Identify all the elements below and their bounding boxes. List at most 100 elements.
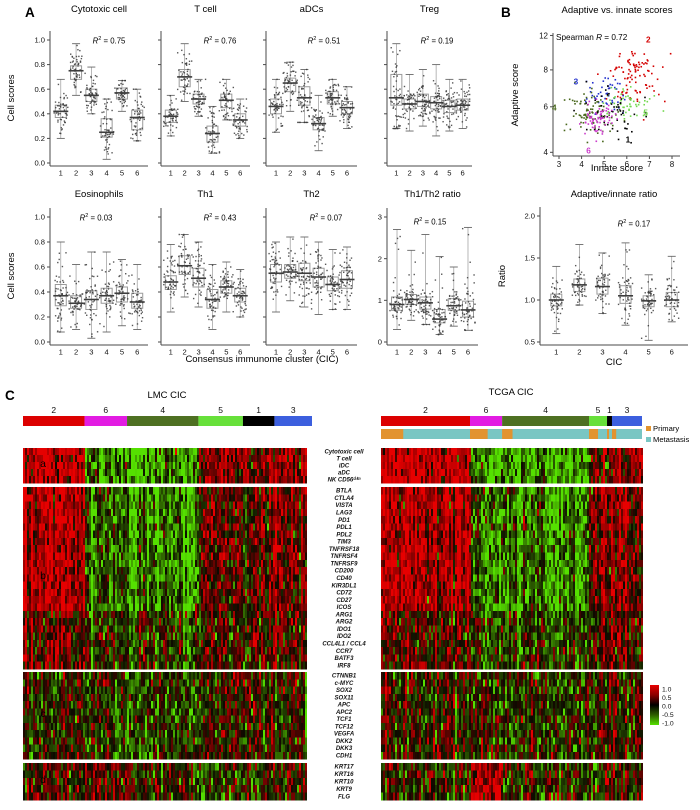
heatmap-cell <box>279 448 281 456</box>
data-point <box>583 274 585 276</box>
data-point <box>604 274 606 276</box>
heatmap-cell <box>51 476 53 484</box>
heatmap-cell <box>65 494 67 502</box>
data-point <box>165 125 167 127</box>
heatmap-cell <box>33 523 35 531</box>
scatter-point <box>590 96 593 99</box>
data-point <box>65 286 67 289</box>
heatmap-cell <box>75 455 77 463</box>
data-point <box>434 92 437 94</box>
x-tick-label: 6 <box>670 348 674 357</box>
heatmap-cell <box>71 455 73 463</box>
heatmap-cell <box>243 455 245 463</box>
data-point <box>115 284 117 287</box>
data-point <box>135 310 138 313</box>
heatmap-cell <box>65 625 67 633</box>
scatter-point <box>584 132 586 135</box>
heatmap-cell <box>63 581 65 590</box>
data-point <box>135 132 138 134</box>
data-point <box>306 109 309 112</box>
data-point <box>418 311 420 314</box>
scatter-point <box>596 101 598 103</box>
data-point <box>302 104 305 107</box>
data-point <box>333 285 335 288</box>
data-point <box>452 100 454 103</box>
heatmap-cell <box>39 545 41 553</box>
data-point <box>300 262 302 264</box>
data-point <box>287 81 289 83</box>
heatmap-cell <box>37 476 39 484</box>
data-point <box>275 103 277 106</box>
data-point <box>424 307 427 309</box>
data-point <box>319 116 322 119</box>
scatter-point <box>635 103 637 106</box>
data-point <box>106 136 109 139</box>
data-point <box>198 106 200 109</box>
scatter-point <box>611 110 614 113</box>
data-point <box>191 254 193 256</box>
data-point <box>433 312 436 314</box>
data-point <box>666 278 668 280</box>
heatmap-cell <box>237 448 239 456</box>
data-point <box>299 286 301 288</box>
data-point <box>456 312 458 314</box>
heatmap-cell <box>29 559 31 568</box>
data-point <box>414 261 416 263</box>
heatmap-cell <box>201 455 203 463</box>
data-point <box>330 282 332 285</box>
scatter-point <box>615 88 618 90</box>
heatmap-cell <box>41 494 43 502</box>
heatmap-cell <box>101 448 103 456</box>
heatmap-cell <box>37 469 39 477</box>
heatmap-cell <box>53 462 55 470</box>
heatmap-cell <box>301 469 303 477</box>
heatmap-cell <box>31 455 33 463</box>
heatmap-cell <box>65 588 67 597</box>
heatmap-cell <box>51 661 53 670</box>
data-point <box>143 106 145 109</box>
heatmap-cell <box>249 448 251 456</box>
x-tick-label: 1 <box>395 348 399 357</box>
data-point <box>239 296 242 298</box>
data-point <box>410 305 413 307</box>
heatmap-cell <box>119 455 121 463</box>
data-point <box>290 272 292 275</box>
heatmap-cell <box>25 625 27 633</box>
heatmap-cell <box>205 448 207 456</box>
heatmap-cell <box>31 545 33 553</box>
data-point <box>575 294 577 297</box>
data-point <box>133 117 135 120</box>
data-point <box>330 98 333 100</box>
heatmap-cell <box>63 618 65 626</box>
data-point <box>428 305 431 307</box>
data-point <box>134 133 137 135</box>
data-point <box>59 303 61 306</box>
heatmap-cell <box>115 476 117 484</box>
data-point <box>173 284 176 287</box>
data-point <box>213 112 215 115</box>
data-point <box>61 128 63 130</box>
heatmap-cell <box>43 559 45 568</box>
data-point <box>92 82 94 85</box>
heatmap-cell <box>167 476 169 484</box>
heatmap-cell <box>25 603 27 612</box>
scatter-point <box>606 92 609 95</box>
heatmap-cell <box>29 618 31 626</box>
data-point <box>580 271 583 273</box>
data-point <box>232 124 235 127</box>
heatmap-cell <box>241 448 243 456</box>
heatmap-cell <box>203 476 205 484</box>
heatmap-cell <box>199 469 201 477</box>
data-point <box>244 300 246 303</box>
data-point <box>597 275 599 278</box>
data-point <box>623 322 626 324</box>
data-point <box>106 293 109 296</box>
data-point <box>205 297 207 299</box>
data-point <box>86 84 88 87</box>
y-tick-label: 1 <box>378 296 382 305</box>
data-point <box>73 305 76 308</box>
data-point <box>198 91 200 93</box>
data-point <box>198 271 200 274</box>
data-point <box>438 94 440 97</box>
data-point <box>173 108 176 110</box>
